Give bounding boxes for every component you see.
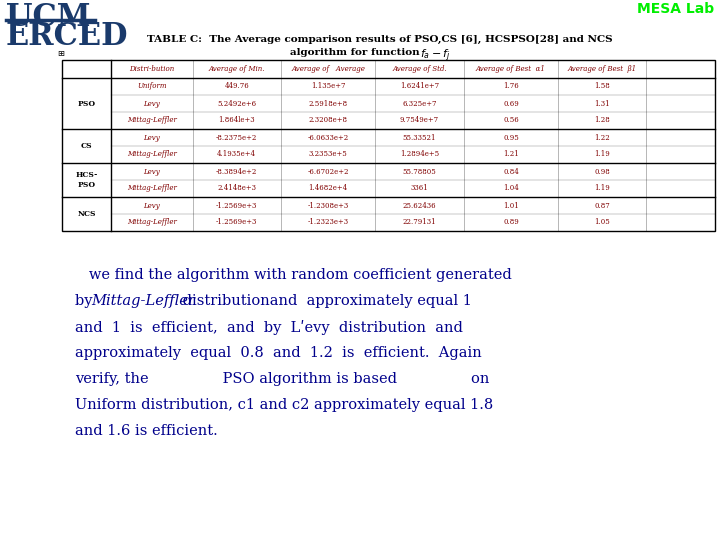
Text: $f_a - f_j$: $f_a - f_j$ bbox=[420, 48, 451, 64]
Text: 1.19: 1.19 bbox=[595, 151, 611, 159]
Text: 3.2353e+5: 3.2353e+5 bbox=[309, 151, 348, 159]
Text: NCS: NCS bbox=[77, 210, 96, 218]
Text: -1.2569e+3: -1.2569e+3 bbox=[216, 201, 257, 210]
Text: ⊞: ⊞ bbox=[57, 49, 64, 58]
Text: we find the algorithm with random coefficient generated: we find the algorithm with random coeffi… bbox=[75, 268, 512, 282]
Text: -6.0633e+2: -6.0633e+2 bbox=[307, 133, 348, 141]
Text: Mittag-Leffler: Mittag-Leffler bbox=[127, 151, 176, 159]
Text: 1.135e+7: 1.135e+7 bbox=[311, 83, 346, 91]
Text: UCM: UCM bbox=[6, 2, 91, 33]
Text: -8.3894e+2: -8.3894e+2 bbox=[216, 167, 257, 176]
Text: approximately  equal  0.8  and  1.2  is  efficient.  Again: approximately equal 0.8 and 1.2 is effic… bbox=[75, 346, 482, 360]
Text: TABLE C:  The Average comparison results of PSO,CS [6], HCSPSO[28] and NCS: TABLE C: The Average comparison results … bbox=[147, 35, 613, 44]
Text: 1.76: 1.76 bbox=[503, 83, 519, 91]
Text: PSO: PSO bbox=[78, 99, 96, 107]
Text: MESA Lab: MESA Lab bbox=[637, 2, 714, 16]
Text: 1.22: 1.22 bbox=[595, 133, 611, 141]
Text: 6.325e+7: 6.325e+7 bbox=[402, 99, 437, 107]
Text: Average of   Average: Average of Average bbox=[291, 65, 365, 73]
Text: 22.79131: 22.79131 bbox=[402, 219, 436, 226]
Text: 0.89: 0.89 bbox=[503, 219, 519, 226]
Text: 1.58: 1.58 bbox=[595, 83, 611, 91]
Text: -1.2569e+3: -1.2569e+3 bbox=[216, 219, 257, 226]
Text: 55.33521: 55.33521 bbox=[402, 133, 436, 141]
Text: 1.21: 1.21 bbox=[503, 151, 519, 159]
Text: 0.95: 0.95 bbox=[503, 133, 519, 141]
Text: 0.98: 0.98 bbox=[595, 167, 611, 176]
Text: verify, the                PSO algorithm is based                on: verify, the PSO algorithm is based on bbox=[75, 372, 490, 386]
Text: 1.04: 1.04 bbox=[503, 185, 519, 192]
Text: -8.2375e+2: -8.2375e+2 bbox=[216, 133, 257, 141]
Text: CS: CS bbox=[81, 142, 92, 150]
Text: 1.6241e+7: 1.6241e+7 bbox=[400, 83, 439, 91]
Text: 0.87: 0.87 bbox=[595, 201, 611, 210]
Text: Mittag-Leffler: Mittag-Leffler bbox=[127, 117, 176, 125]
Text: 1.05: 1.05 bbox=[595, 219, 611, 226]
Text: -1.2308e+3: -1.2308e+3 bbox=[307, 201, 348, 210]
Text: 3361: 3361 bbox=[410, 185, 428, 192]
Text: Average of Min.: Average of Min. bbox=[208, 65, 265, 73]
Text: 5.2492e+6: 5.2492e+6 bbox=[217, 99, 256, 107]
Text: Levy: Levy bbox=[143, 167, 160, 176]
Text: 1.31: 1.31 bbox=[595, 99, 610, 107]
Text: Mittag-Leffler: Mittag-Leffler bbox=[91, 294, 195, 308]
Text: 1.28: 1.28 bbox=[595, 117, 611, 125]
Text: HCS-
PSO: HCS- PSO bbox=[76, 171, 98, 188]
Text: -6.6702e+2: -6.6702e+2 bbox=[307, 167, 349, 176]
Text: Mittag-Leffler: Mittag-Leffler bbox=[127, 185, 176, 192]
Text: Average of Best  α1: Average of Best α1 bbox=[476, 65, 546, 73]
Text: 9.7549e+7: 9.7549e+7 bbox=[400, 117, 439, 125]
Text: and 1.6 is efficient.: and 1.6 is efficient. bbox=[75, 424, 217, 438]
Text: 25.62436: 25.62436 bbox=[402, 201, 436, 210]
Text: 449.76: 449.76 bbox=[225, 83, 249, 91]
Text: by: by bbox=[75, 294, 97, 308]
Text: 2.4148e+3: 2.4148e+3 bbox=[217, 185, 256, 192]
Text: 0.84: 0.84 bbox=[503, 167, 519, 176]
Bar bbox=[62, 60, 715, 231]
Text: Mittag-Leffler: Mittag-Leffler bbox=[127, 219, 176, 226]
Text: 0.56: 0.56 bbox=[503, 117, 519, 125]
Text: distributionand  approximately equal 1: distributionand approximately equal 1 bbox=[178, 294, 472, 308]
Text: Levy: Levy bbox=[143, 201, 160, 210]
Text: -1.2323e+3: -1.2323e+3 bbox=[307, 219, 348, 226]
Text: 1.864le+3: 1.864le+3 bbox=[218, 117, 255, 125]
Text: Uniform: Uniform bbox=[137, 83, 166, 91]
Text: 1.4682e+4: 1.4682e+4 bbox=[309, 185, 348, 192]
Text: algorithm for function: algorithm for function bbox=[290, 48, 420, 57]
Text: 2.5918e+8: 2.5918e+8 bbox=[309, 99, 348, 107]
Text: Distri-bution: Distri-bution bbox=[129, 65, 174, 73]
Text: ERCED: ERCED bbox=[6, 21, 128, 52]
Text: 1.19: 1.19 bbox=[595, 185, 611, 192]
Text: 2.3208e+8: 2.3208e+8 bbox=[309, 117, 348, 125]
Text: Levy: Levy bbox=[143, 99, 160, 107]
Text: and  1  is  efficient,  and  by  Lʹevy  distribution  and: and 1 is efficient, and by Lʹevy distrib… bbox=[75, 320, 463, 335]
Text: 1.2894e+5: 1.2894e+5 bbox=[400, 151, 439, 159]
Text: 55.78805: 55.78805 bbox=[402, 167, 436, 176]
Text: Uniform distribution, c1 and c2 approximately equal 1.8: Uniform distribution, c1 and c2 approxim… bbox=[75, 398, 493, 412]
Text: Levy: Levy bbox=[143, 133, 160, 141]
Text: Average of Best  β1: Average of Best β1 bbox=[568, 65, 637, 73]
Text: 4.1935e+4: 4.1935e+4 bbox=[217, 151, 256, 159]
Text: Average of Std.: Average of Std. bbox=[392, 65, 447, 73]
Text: 1.01: 1.01 bbox=[503, 201, 519, 210]
Text: 0.69: 0.69 bbox=[503, 99, 519, 107]
